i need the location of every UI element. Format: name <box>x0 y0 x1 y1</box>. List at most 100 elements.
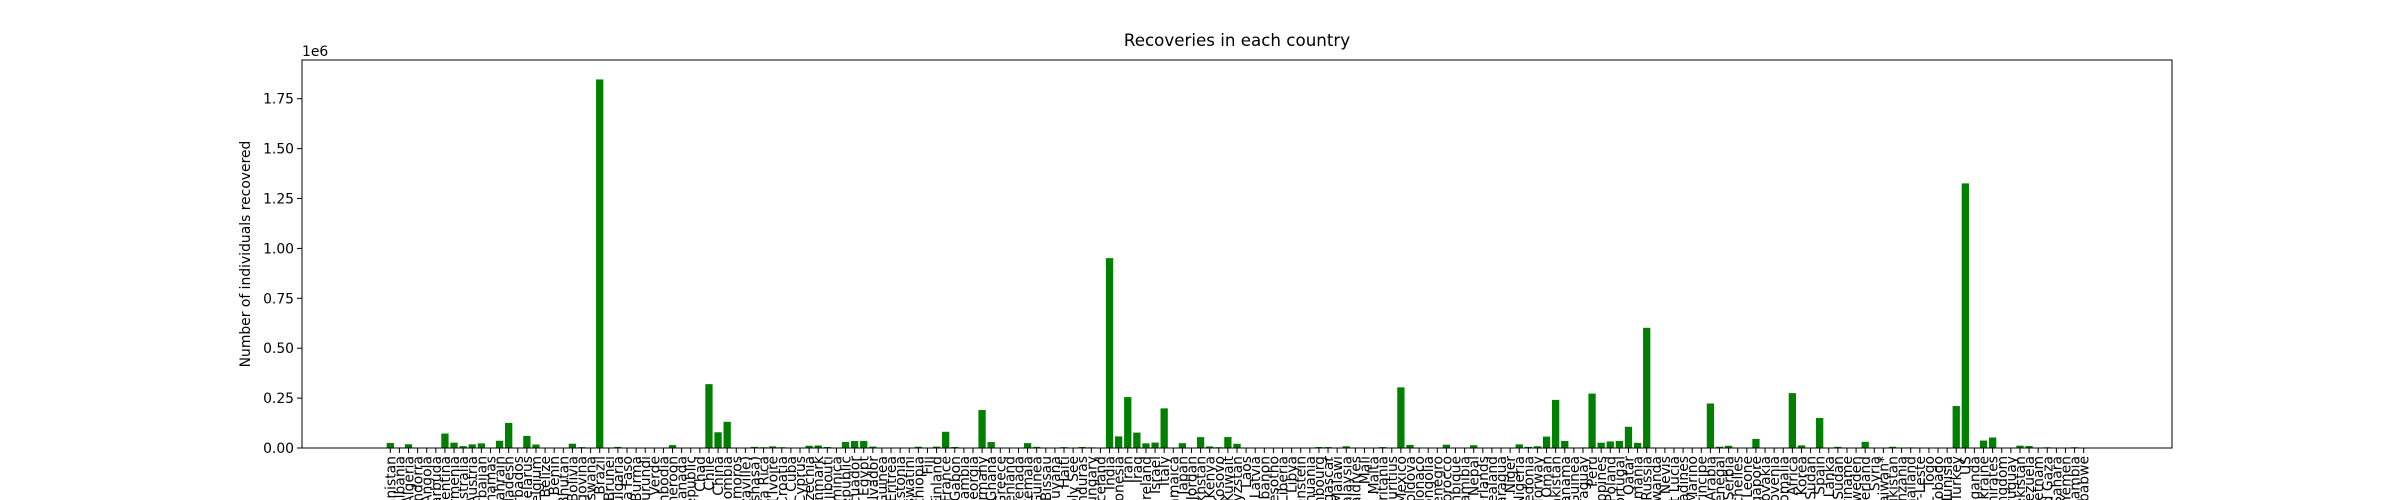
x-tick-label: Latvia <box>1248 456 1264 498</box>
x-tick-label: Estonia <box>893 456 909 500</box>
x-tick-label: Russia <box>1640 456 1656 500</box>
x-tick-label: Portugal <box>1612 456 1628 500</box>
x-tick-label: Djibouti <box>820 456 836 500</box>
x-tick-label: Lithuania <box>1303 456 1319 500</box>
bar <box>723 421 731 448</box>
x-tick-label: Haiti <box>1057 456 1073 488</box>
x-tick-label: Guatemala <box>1021 456 1037 500</box>
x-tick-label: Gambia <box>957 456 973 500</box>
x-tick-label: Kuwait <box>1221 455 1237 500</box>
x-tick-label: Kyrgyzstan <box>1230 456 1246 500</box>
x-tick-label: Malawi <box>1330 456 1346 500</box>
x-tick-label: Armenia <box>447 456 463 500</box>
x-tick-label: Montenegro <box>1430 456 1446 500</box>
x-tick-label: Ukraine <box>1977 456 1993 500</box>
bar <box>1442 444 1451 448</box>
x-tick-label: Taiwan* <box>1876 456 1892 500</box>
x-tick-label: South Africa <box>1785 456 1801 500</box>
x-tick-label: Bosnia and Herzegovina <box>574 456 590 500</box>
chart-title: Recoveries in each country <box>1124 30 1350 50</box>
x-tick-label: Uruguay <box>2004 456 2020 500</box>
bar <box>2016 445 2024 448</box>
x-tick-label: Ethiopia <box>911 456 927 500</box>
bar <box>805 445 813 448</box>
x-tick-label: San Marino <box>1685 456 1701 500</box>
bar <box>932 446 941 448</box>
bar <box>750 446 759 448</box>
x-tick-label: Saint Vincent and the Grenadines <box>1676 456 1692 500</box>
x-tick-label: Germany <box>975 456 991 500</box>
x-tick-label: Chad <box>693 456 709 492</box>
x-tick-label: Namibia <box>1458 456 1474 500</box>
x-tick-label: Tanzania <box>1895 456 1911 500</box>
x-tick-label: Liberia <box>1276 456 1292 500</box>
x-tick-label: United Kingdom <box>1995 456 2011 500</box>
bar <box>1206 446 1214 448</box>
x-tick-label: Kazakhstan <box>1194 456 1210 500</box>
bar <box>1797 445 1806 448</box>
bar <box>614 446 622 448</box>
x-tick-label: Kenya <box>1203 456 1219 499</box>
bar <box>1397 387 1405 448</box>
x-tick-label: Mexico <box>1394 456 1410 500</box>
x-tick-label: Cameroon <box>666 456 682 500</box>
x-tick-label: Iran <box>1121 456 1137 483</box>
x-tick-label: Guyana <box>1048 456 1064 500</box>
bar <box>1615 440 1624 448</box>
x-tick-label: Paraguay <box>1576 456 1592 500</box>
x-tick-label: Tunisia <box>1940 456 1956 500</box>
x-tick-label: Lebanon <box>1257 456 1273 500</box>
bar <box>978 410 986 448</box>
x-tick-label: Moldova <box>1403 456 1419 500</box>
bar <box>596 79 604 448</box>
x-tick-label: Chile <box>702 456 718 491</box>
x-tick-label: Japan <box>1175 456 1191 496</box>
x-tick-label: Burundi <box>638 456 654 500</box>
bar <box>1979 440 1988 448</box>
x-tick-label: Andorra <box>411 456 427 500</box>
bar <box>769 446 777 448</box>
x-tick-label: Panama <box>1558 456 1574 500</box>
x-tick-label: Kosovo <box>1212 456 1228 500</box>
x-tick-label: West Bank and Gaza <box>2040 456 2056 500</box>
x-tick-label: US <box>1958 456 1974 475</box>
bar <box>1633 442 1642 448</box>
x-tick-label: Saudi Arabia <box>1703 456 1719 500</box>
x-tick-label: New Zealand <box>1485 456 1501 500</box>
x-tick-label: United Arab Emirates <box>1986 456 2002 500</box>
bar <box>1888 446 1897 448</box>
x-tick-label: Norway <box>1530 456 1546 500</box>
y-tick-label: 1.50 <box>263 142 294 158</box>
x-tick-label: Liechtenstein <box>1294 456 1310 500</box>
x-tick-label: Bangladesh <box>502 456 518 500</box>
bar <box>1861 441 1869 448</box>
bar <box>450 442 458 448</box>
x-tick-label: Argentina <box>438 456 454 500</box>
y-tick-label: 0.00 <box>263 441 294 457</box>
x-tick-label: Jamaica <box>1166 456 1182 500</box>
bar <box>1561 440 1569 448</box>
x-tick-label: Finland <box>930 456 946 500</box>
x-tick-label: Rwanda <box>1649 456 1665 500</box>
x-tick-label: France <box>939 456 955 500</box>
x-tick-label: Ecuador <box>848 456 864 500</box>
bar <box>1643 327 1651 448</box>
bar <box>714 432 722 448</box>
bar <box>386 442 394 448</box>
x-tick-label: Hungary <box>1084 456 1100 500</box>
bar <box>814 445 822 448</box>
bar <box>1151 442 1159 448</box>
x-tick-label: Morocco <box>1439 456 1455 500</box>
bar <box>951 446 959 448</box>
bar <box>532 444 540 448</box>
bar <box>477 443 485 448</box>
x-tick-label: Zimbabwe <box>2077 456 2093 500</box>
bar <box>705 384 713 448</box>
x-tick-label: Mali <box>1357 456 1373 484</box>
bar <box>1834 446 1842 448</box>
x-tick-label: Central African Republic <box>684 456 700 500</box>
x-tick-label: Lesotho <box>1266 456 1282 500</box>
x-tick-label: Laos <box>1239 456 1255 488</box>
x-tick-label: Colombia <box>720 456 736 500</box>
